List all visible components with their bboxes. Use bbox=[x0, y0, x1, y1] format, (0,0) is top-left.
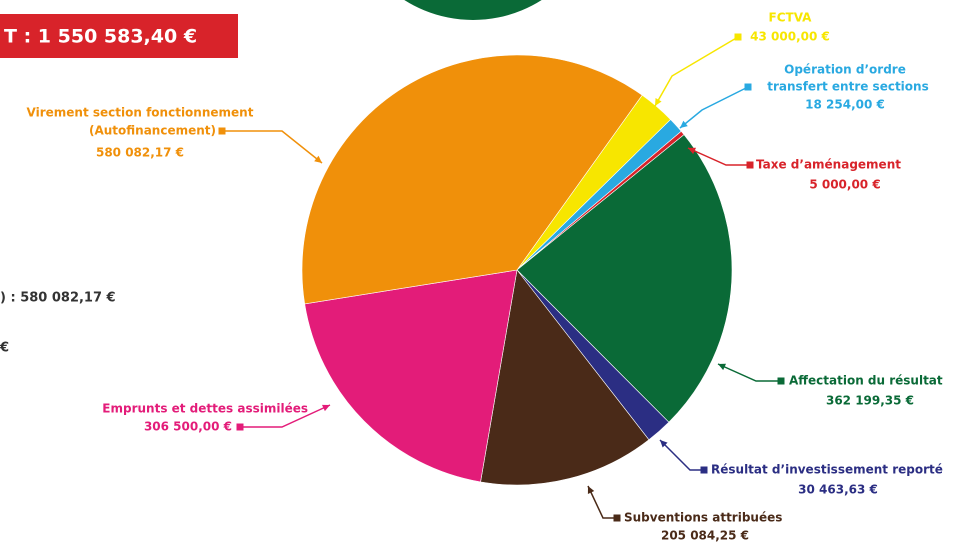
connector-arrow bbox=[680, 120, 688, 128]
connector bbox=[240, 404, 331, 428]
value-label: 306 500,00 € bbox=[144, 420, 232, 434]
connector-arrow bbox=[718, 363, 726, 371]
value-label: 580 082,17 € bbox=[96, 146, 184, 160]
connector bbox=[679, 86, 749, 129]
category-label: Résultat d’investissement reporté bbox=[711, 463, 943, 477]
category-label: FCTVA bbox=[769, 11, 813, 25]
category-label: Taxe d’aménagement bbox=[756, 158, 901, 172]
side-text: € bbox=[0, 341, 9, 356]
slice-label: Virement section fonctionnement (Autofina… bbox=[27, 106, 323, 164]
title-box bbox=[0, 14, 238, 58]
value-label: 5 000,00 € bbox=[809, 178, 880, 192]
slice-label: Opération d’ordre transfert entre section… bbox=[679, 63, 929, 129]
value-label: 205 084,25 € bbox=[661, 529, 749, 543]
pie-slice bbox=[516, 134, 733, 423]
chart-title: T : 1 550 583,40 € bbox=[4, 26, 197, 48]
connector-arrow bbox=[660, 440, 668, 448]
connector bbox=[654, 36, 739, 107]
connector-marker bbox=[746, 161, 754, 169]
connector bbox=[687, 147, 750, 166]
connector-marker bbox=[744, 83, 752, 91]
slice-label: FCTVA 43 000,00 € bbox=[654, 11, 830, 107]
value-label: 362 199,35 € bbox=[826, 394, 914, 408]
connector-marker bbox=[613, 514, 621, 522]
category-label: Opération d’ordre bbox=[784, 63, 906, 77]
category-label: Emprunts et dettes assimilées bbox=[102, 402, 308, 416]
connector bbox=[222, 130, 323, 164]
decor-circle bbox=[404, 0, 542, 20]
value-label: 18 254,00 € bbox=[805, 98, 885, 112]
category-label: Virement section fonctionnement bbox=[27, 106, 254, 120]
category-label: Subventions attribuées bbox=[624, 511, 782, 525]
pie-slice bbox=[480, 269, 650, 486]
category-label: Affectation du résultat bbox=[789, 374, 943, 388]
connector-arrow bbox=[314, 155, 322, 163]
connector-marker bbox=[734, 33, 742, 41]
connector bbox=[587, 485, 617, 519]
value-label: 43 000,00 € bbox=[750, 30, 830, 44]
slice-label: Taxe d’aménagement 5 000,00 € bbox=[687, 147, 901, 192]
slice-label: Emprunts et dettes assimilées 306 500,00 … bbox=[102, 402, 331, 434]
slice-label: Affectation du résultat 362 199,35 € bbox=[717, 363, 943, 408]
pie-slice bbox=[304, 269, 518, 483]
connector-arrow bbox=[322, 404, 330, 412]
connector-marker bbox=[777, 377, 785, 385]
category-label: (Autofinancement) bbox=[89, 124, 216, 138]
connector-arrow bbox=[587, 486, 595, 494]
connector-arrow bbox=[655, 98, 662, 106]
pie-slice bbox=[301, 54, 643, 305]
connector-marker bbox=[218, 127, 226, 135]
connector bbox=[659, 439, 704, 471]
connector bbox=[717, 363, 781, 382]
side-text: ) : 580 082,17 € bbox=[0, 291, 116, 306]
slice-label: Subventions attribuées 205 084,25 € bbox=[587, 485, 782, 543]
category-label: transfert entre sections bbox=[767, 80, 928, 94]
slice-label: Résultat d’investissement reporté 30 463,… bbox=[659, 439, 943, 497]
connector-arrow bbox=[688, 147, 696, 155]
connector-marker bbox=[700, 466, 708, 474]
connector-marker bbox=[236, 423, 244, 431]
value-label: 30 463,63 € bbox=[798, 483, 878, 497]
